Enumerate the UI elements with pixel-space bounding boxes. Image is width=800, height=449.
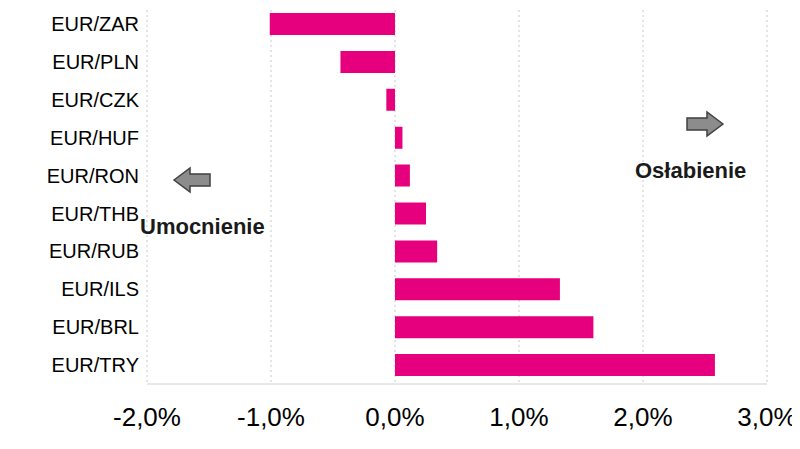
svg-text:0,0%: 0,0% (365, 402, 424, 432)
svg-text:EUR/RUB: EUR/RUB (49, 240, 139, 262)
svg-text:2,0%: 2,0% (613, 402, 672, 432)
svg-text:EUR/CZK: EUR/CZK (51, 89, 139, 111)
svg-text:EUR/ZAR: EUR/ZAR (51, 13, 139, 35)
html-text:Umocnienie: Umocnienie (140, 214, 265, 239)
svg-text:EUR/BRL: EUR/BRL (52, 316, 139, 338)
svg-text:EUR/PLN: EUR/PLN (52, 51, 139, 73)
svg-text:EUR/HUF: EUR/HUF (50, 127, 139, 149)
svg-text:EUR/TRY: EUR/TRY (52, 354, 139, 376)
svg-text:-2,0%: -2,0% (113, 402, 181, 432)
svg-text:-1,0%: -1,0% (237, 402, 305, 432)
svg-text:EUR/RON: EUR/RON (47, 165, 139, 187)
html-text:Osłabienie: Osłabienie (635, 158, 747, 183)
svg-text:1,0%: 1,0% (489, 402, 548, 432)
svg-text:3,0%: 3,0% (737, 402, 792, 432)
svg-text:EUR/ILS: EUR/ILS (61, 278, 139, 300)
svg-text:EUR/THB: EUR/THB (51, 203, 139, 225)
